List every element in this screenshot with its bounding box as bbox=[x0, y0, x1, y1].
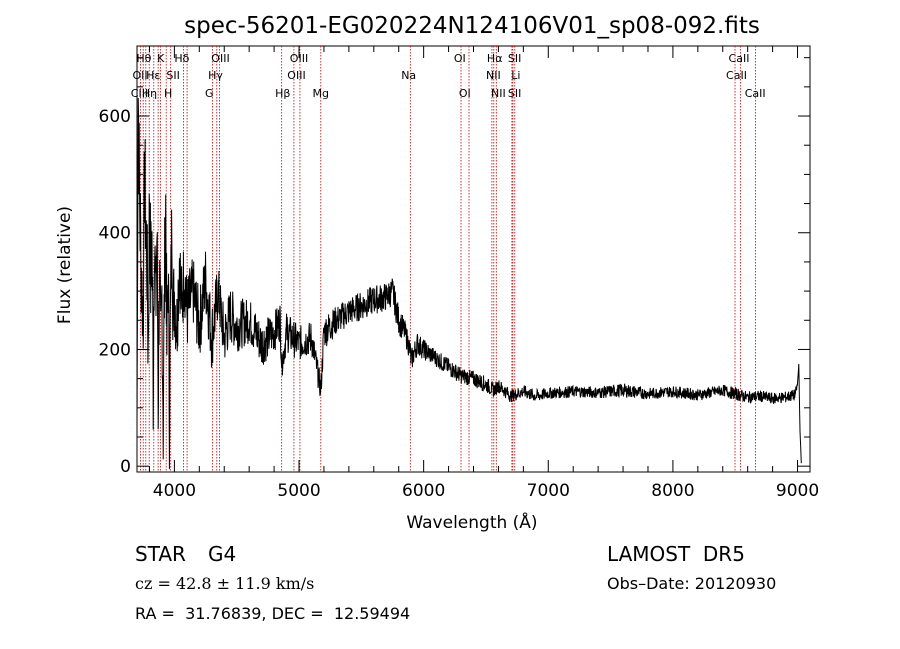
line-label: NII bbox=[491, 87, 506, 100]
spectral-line-markers bbox=[139, 46, 756, 472]
line-label: SII bbox=[508, 87, 521, 100]
line-label: Hα bbox=[487, 52, 503, 65]
line-label: K bbox=[157, 52, 165, 65]
survey-name: LAMOST DR5 bbox=[607, 542, 745, 566]
line-label: SII bbox=[508, 52, 521, 65]
x-tick-label: 8000 bbox=[651, 481, 694, 501]
line-label: Hθ bbox=[136, 52, 151, 65]
chart-title: spec-56201-EG020224N124106V01_sp08-092.f… bbox=[184, 13, 760, 39]
y-tick-label: 0 bbox=[120, 457, 131, 477]
spectrum-line bbox=[136, 97, 802, 470]
line-label: OIII bbox=[211, 52, 229, 65]
line-label: Hδ bbox=[174, 52, 189, 65]
line-label: CIII bbox=[131, 87, 148, 100]
object-subclass: G4 bbox=[208, 542, 237, 566]
line-label: Hγ bbox=[208, 69, 223, 82]
line-label: OI bbox=[454, 52, 466, 65]
line-label: Na bbox=[401, 69, 416, 82]
line-label: H bbox=[164, 87, 172, 100]
y-tick-label: 600 bbox=[99, 107, 131, 127]
line-label: G bbox=[205, 87, 214, 100]
x-tick-label: 5000 bbox=[277, 481, 320, 501]
line-label: Li bbox=[511, 69, 520, 82]
line-label: OIII bbox=[287, 69, 305, 82]
object-class: STAR bbox=[135, 542, 186, 566]
line-label: CaII bbox=[729, 52, 750, 65]
line-label: CaII bbox=[726, 69, 747, 82]
line-label: NII bbox=[486, 69, 501, 82]
line-label: Hε bbox=[146, 69, 160, 82]
x-tick-label: 6000 bbox=[402, 481, 445, 501]
line-label: Hβ bbox=[275, 87, 290, 100]
plot-border bbox=[136, 45, 811, 473]
line-label: OII bbox=[133, 69, 148, 82]
line-label: OIII bbox=[290, 52, 308, 65]
redshift-value: cz = 42.8 ± 11.9 km/s bbox=[135, 574, 315, 593]
y-tick-label: 400 bbox=[99, 224, 131, 244]
line-label: CaII bbox=[745, 87, 766, 100]
plot-frame bbox=[136, 45, 811, 473]
axis-ticks: 4000 5000 6000 7000 8000 9000 0 200 400 600 bbox=[99, 46, 819, 501]
observation-date: Obs–Date: 20120930 bbox=[607, 574, 777, 593]
line-label: SII bbox=[166, 69, 179, 82]
line-label: Hη bbox=[142, 87, 157, 100]
x-tick-label: 9000 bbox=[776, 481, 819, 501]
y-tick-label: 200 bbox=[99, 340, 131, 360]
spectrum-plot bbox=[136, 97, 802, 470]
x-tick-label: 7000 bbox=[527, 481, 570, 501]
line-label: OI bbox=[459, 87, 471, 100]
y-axis-label: Flux (relative) bbox=[55, 206, 75, 324]
line-label: Mg bbox=[313, 87, 329, 100]
coordinates: RA = 31.76839, DEC = 12.59494 bbox=[135, 604, 411, 623]
x-axis-label: Wavelength (Å) bbox=[406, 511, 537, 533]
x-tick-label: 4000 bbox=[153, 481, 196, 501]
